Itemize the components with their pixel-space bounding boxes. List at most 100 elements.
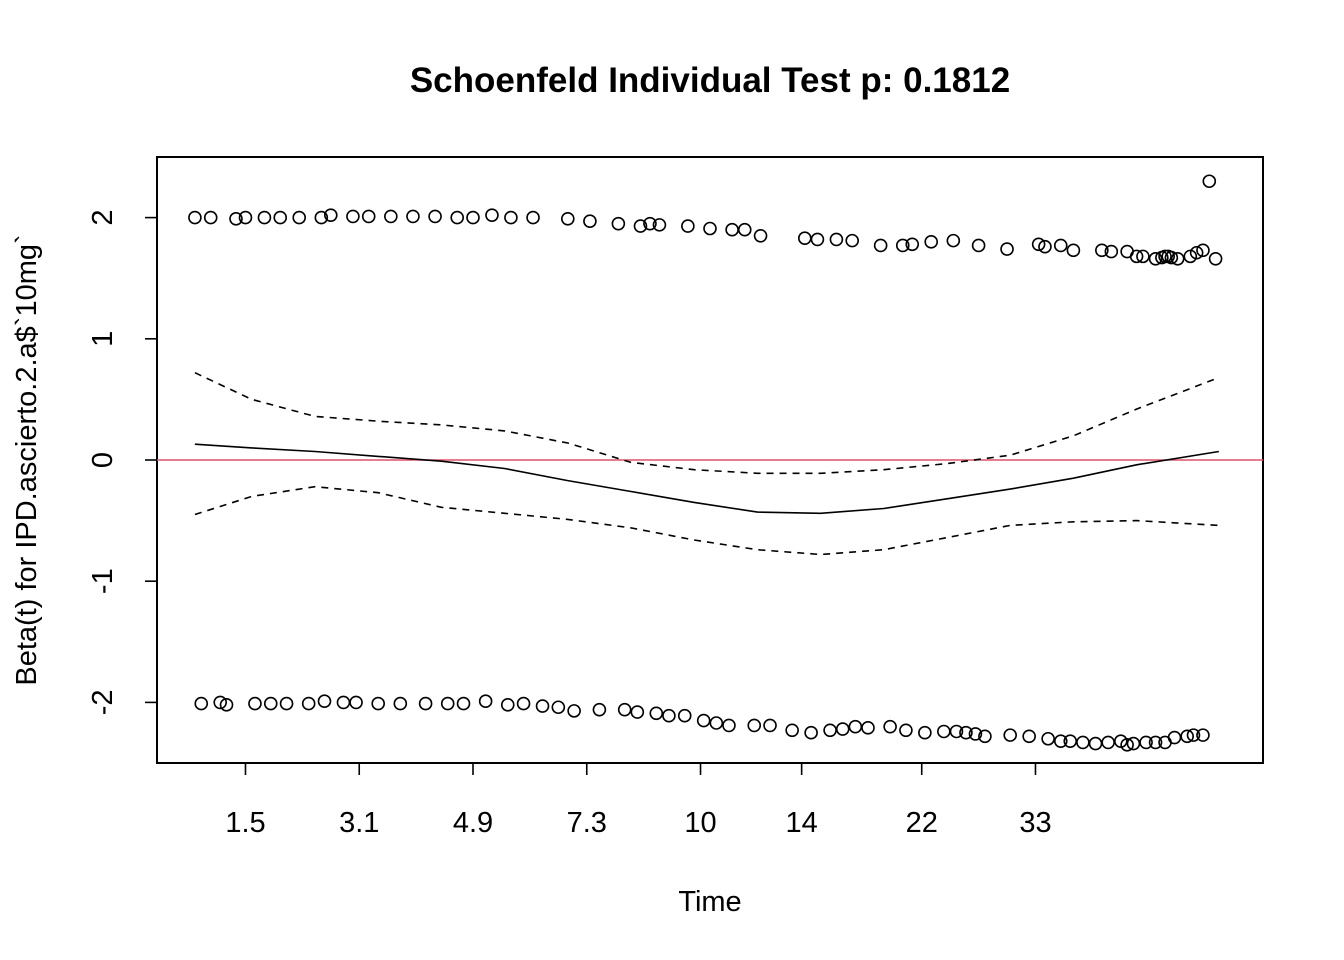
residual-point [1202, 174, 1217, 189]
residual-point [649, 706, 664, 721]
residual-point [317, 694, 332, 708]
residual-point [1129, 249, 1144, 264]
residual-point [238, 210, 253, 225]
residual-point [323, 208, 338, 222]
residual-point [393, 696, 408, 711]
residual-point [1104, 244, 1119, 259]
residual-point [978, 729, 992, 744]
residual-point [968, 727, 983, 741]
residual-point [194, 696, 209, 711]
residual-point [959, 725, 973, 740]
residual-point [1167, 730, 1182, 745]
residual-point [1041, 731, 1055, 746]
chart-title: Schoenfeld Individual Test p: 0.1812 [410, 61, 1010, 100]
residual-point [279, 696, 294, 711]
smooth-fit-lines [194, 371, 1220, 556]
x-tick-label: 14 [786, 807, 818, 839]
residual-point [1148, 252, 1163, 266]
x-tick-label: 33 [1019, 807, 1051, 839]
residual-point [848, 719, 863, 734]
residual-point [652, 218, 667, 232]
residual-point [662, 708, 676, 723]
residual-point [835, 722, 850, 736]
residual-point [428, 209, 442, 224]
residual-point [361, 209, 376, 224]
x-tick-label: 22 [906, 807, 938, 839]
residual-point [709, 716, 724, 730]
residual-point [895, 238, 910, 253]
x-tick-label: 7.3 [567, 807, 607, 839]
residual-point [1148, 735, 1163, 750]
beta-fit-line [194, 443, 1219, 515]
residual-point [633, 219, 648, 233]
residual-point [1186, 728, 1201, 742]
residual-point [516, 696, 531, 711]
residual-point [845, 233, 860, 248]
residual-point [203, 210, 218, 225]
residual-point [500, 698, 515, 712]
residual-point [1088, 736, 1103, 751]
residual-point [336, 695, 351, 710]
residual-point [747, 718, 762, 733]
residual-point [1180, 729, 1194, 744]
x-tick-label: 4.9 [453, 807, 493, 839]
residual-point [611, 216, 626, 231]
residual-point [384, 209, 398, 224]
residual-point [1031, 237, 1046, 252]
residual-point [971, 238, 986, 253]
x-axis-label: Time [678, 886, 741, 918]
residual-point [1164, 250, 1179, 265]
residual-point [725, 222, 739, 237]
residual-point [406, 209, 420, 224]
residual-point [1022, 729, 1036, 744]
residual-point [248, 696, 262, 711]
residual-point [873, 238, 888, 253]
residual-point [418, 696, 433, 711]
residual-point [823, 723, 837, 738]
residual-point [535, 699, 550, 713]
residual-point [643, 216, 657, 231]
confidence-band-line [194, 485, 1219, 556]
y-tick-label: -1 [87, 568, 119, 594]
residual-point [949, 724, 964, 739]
residual-point [696, 713, 711, 728]
residual-point [737, 222, 752, 237]
residual-point [292, 210, 307, 225]
residual-point [1003, 728, 1018, 742]
residual-point [1038, 239, 1052, 254]
residual-point [188, 210, 202, 225]
residual-point [371, 696, 386, 711]
residual-point [485, 208, 499, 222]
x-tick-label: 3.1 [339, 807, 379, 839]
y-tick-label: -2 [87, 690, 119, 716]
residual-point [567, 704, 581, 718]
residual-point [681, 219, 695, 233]
residual-point [883, 719, 897, 734]
x-tick-label: 1.5 [225, 807, 265, 839]
residual-point [273, 210, 288, 225]
residual-point [1095, 243, 1109, 258]
residual-point [1139, 735, 1153, 750]
residual-point [560, 212, 575, 226]
residual-point [937, 724, 951, 739]
residual-point [677, 708, 692, 723]
residual-point [349, 695, 363, 710]
residual-point [213, 695, 227, 710]
residual-point [1189, 245, 1204, 260]
y-tick-label: 0 [87, 452, 119, 468]
residual-point [1066, 243, 1081, 258]
residual-point [1053, 238, 1068, 253]
residual-point [946, 233, 961, 248]
residual-point [804, 725, 818, 740]
residual-point [703, 221, 717, 236]
residual-point [829, 232, 844, 247]
y-tick-label: 2 [87, 210, 119, 226]
residual-point [753, 228, 768, 243]
x-axis: 1.5 3.1 4.9 7.3 10 14 22 33 [225, 763, 1052, 839]
residual-point [466, 210, 480, 225]
residual-point [504, 210, 518, 225]
x-tick-label: 10 [684, 807, 716, 839]
residual-point [861, 721, 875, 735]
residual-point [346, 209, 360, 224]
